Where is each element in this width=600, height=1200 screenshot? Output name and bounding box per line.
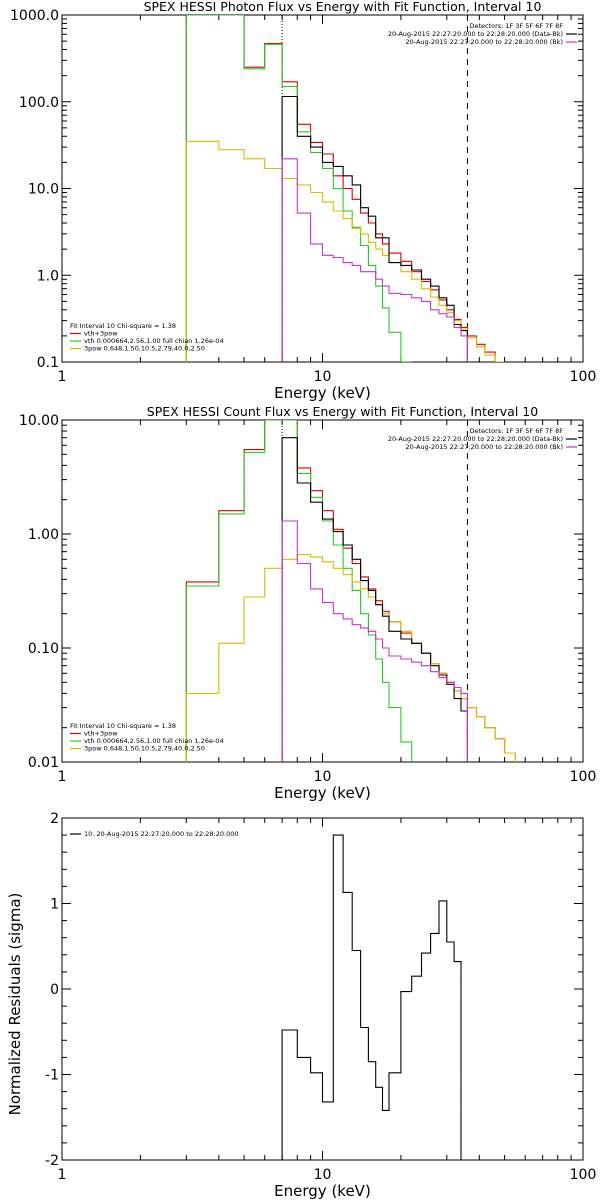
plot-frame	[61, 14, 584, 363]
y-tick-label: 10.00	[19, 413, 59, 429]
y-tick-label: 0.1	[37, 355, 59, 371]
series-residuals	[281, 834, 468, 1160]
chart-panel-1: 1 10 100 0.1 1.0 10.0 100.0 1000.0 SPEX HESSI Ph…	[10, 0, 596, 402]
y-tick-label: 0	[50, 982, 59, 998]
series-vth+3pow	[185, 15, 505, 362]
x-axis-label: Energy (keV)	[274, 1182, 371, 1200]
series-bk	[281, 520, 468, 762]
legend-right-entry: 20-Aug-2015 22:27:20.000 to 22:28:20.000…	[388, 30, 563, 38]
legend-left-entry: 3pow 0.648,1.50,10.5,2.79,40.0,2.50	[84, 745, 205, 753]
legend-left-entry: 10. 20-Aug-2015 22:27:20.000 to 22:28:20…	[84, 830, 239, 838]
legend-left-entry: Fit Interval 10 Chi-square = 1.38	[70, 322, 176, 330]
legend-right-entry: 20-Aug-2015 22:27:20.000 to 22:28:20.000…	[388, 435, 563, 443]
plot-frame	[61, 817, 584, 1161]
series-bk	[281, 158, 468, 362]
x-tick-label: 10	[314, 369, 332, 385]
series-vth	[185, 15, 412, 362]
legend-left-entry: vth+3pow	[84, 730, 118, 738]
series-3pow	[185, 140, 505, 362]
series-group	[185, 420, 516, 762]
series-vth	[185, 420, 413, 762]
series-3pow	[185, 554, 516, 762]
legend-left-entry: 3pow 0.648,1.50,10.5,2.79,40.0,2.50	[84, 345, 205, 353]
chart-title: SPEX HESSI Count Flux vs Energy with Fit…	[147, 404, 538, 419]
y-axis-label: Normalized Residuals (sigma)	[6, 893, 24, 1116]
legend-left-entry: vth 0.000664,2.56,1.00 full chian 1.26e-…	[84, 337, 224, 345]
x-axis-label: Energy (keV)	[274, 384, 371, 402]
chart-title: SPEX HESSI Photon Flux vs Energy with Fi…	[144, 0, 542, 14]
x-tick-label: 100	[570, 369, 597, 385]
y-tick-label: 1	[50, 897, 59, 913]
x-tick-label: 1	[58, 1167, 67, 1183]
x-tick-label: 1	[58, 769, 67, 785]
y-tick-label: -1	[45, 1068, 59, 1084]
y-tick-label: 0.10	[28, 641, 59, 657]
y-tick-label: 2	[50, 811, 59, 827]
y-tick-label: -2	[45, 1153, 59, 1169]
x-tick-label: 1	[58, 369, 67, 385]
legend-right-entry: 20-Aug-2015 22:27:20.000 to 22:28:20.000…	[406, 443, 563, 451]
y-tick-label: 0.01	[28, 755, 59, 771]
legend-left-entry: vth+3pow	[84, 330, 118, 338]
legend-right-entry: 20-Aug-2015 22:27:20.000 to 22:28:20.000…	[406, 38, 563, 46]
x-tick-label: 10	[314, 1167, 332, 1183]
series-group	[185, 15, 505, 362]
legend-left-entry: vth 0.000664,2.56,1.00 full chian 1.26e-…	[84, 737, 224, 745]
y-tick-label: 100.0	[19, 95, 59, 111]
y-tick-label: 1000.0	[10, 8, 59, 24]
series-data-bk	[281, 437, 468, 762]
legend-right-entry: Detectors: 1F 3F 5F 6F 7F 8F	[469, 427, 563, 435]
x-tick-label: 100	[570, 769, 597, 785]
series-data-bk	[281, 95, 468, 362]
x-tick-label: 10	[314, 769, 332, 785]
legend-left-entry: Fit Interval 10 Chi-square = 1.38	[70, 722, 176, 730]
y-tick-label: 10.0	[28, 182, 59, 198]
y-tick-label: 1.00	[28, 527, 59, 543]
chart-panel-3: 1 10 100 -2 -1 0 1 2 Energy (keV) Normalized Resi…	[6, 811, 596, 1200]
x-axis-label: Energy (keV)	[274, 784, 371, 802]
legend-right-entry: Detectors: 1F 3F 5F 6F 7F 8F	[469, 22, 563, 30]
chart-panel-2: 1 10 100 0.01 0.10 1.00 10.00 SPEX HESSI Count …	[19, 404, 596, 802]
y-tick-label: 1.0	[37, 268, 59, 284]
x-tick-label: 100	[570, 1167, 597, 1183]
series-group	[281, 834, 468, 1160]
